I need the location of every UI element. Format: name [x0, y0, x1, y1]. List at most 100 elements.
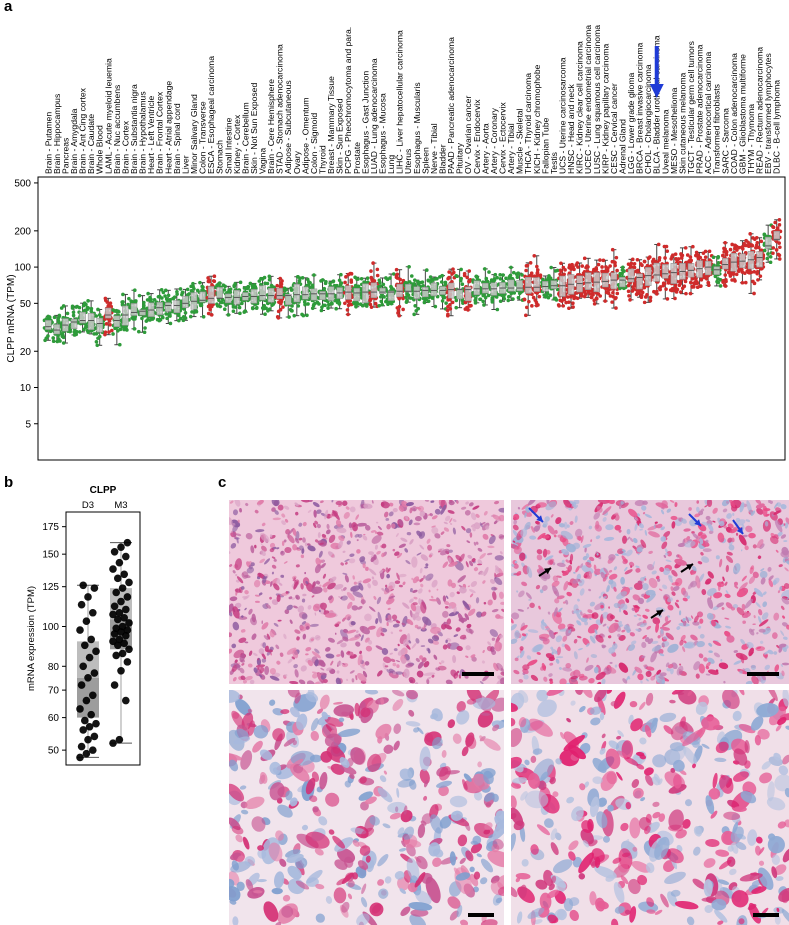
- cell: [305, 626, 310, 630]
- cell: [448, 605, 452, 609]
- data-point: [465, 305, 469, 310]
- data-point: [566, 300, 571, 304]
- cell: [767, 649, 774, 655]
- category-label: Brain - Cere Hemisphere: [266, 79, 276, 174]
- data-point: [468, 278, 473, 282]
- data-point: [603, 299, 607, 303]
- cell: [656, 679, 660, 683]
- cell: [728, 544, 735, 551]
- data-point: [516, 295, 521, 300]
- cell: [408, 519, 413, 526]
- cell: [467, 608, 476, 617]
- cell: [431, 525, 436, 528]
- cell: [376, 550, 381, 555]
- cell: [314, 564, 322, 574]
- cell: [498, 534, 504, 540]
- data-point: [189, 288, 194, 293]
- cell: [364, 661, 370, 666]
- data-point: [648, 295, 653, 300]
- panel-b-title: CLPP: [90, 485, 117, 496]
- box: [379, 287, 386, 295]
- data-point: [409, 274, 414, 278]
- cell: [458, 617, 468, 623]
- data-point: [305, 313, 309, 318]
- cell: [783, 540, 788, 542]
- data-point: [302, 300, 307, 304]
- cell: [751, 675, 759, 684]
- cell: [387, 607, 391, 610]
- cell: [281, 513, 286, 518]
- box: [584, 272, 592, 290]
- cell: [660, 536, 667, 542]
- data-point: [723, 273, 728, 277]
- cell: [336, 639, 344, 645]
- cell: [408, 640, 412, 644]
- cell: [231, 643, 237, 649]
- cell: [557, 534, 563, 539]
- cell: [501, 608, 504, 612]
- category-label: ESCA - Esophageal carcinoma: [206, 56, 216, 174]
- cell: [394, 580, 401, 585]
- category-22: [231, 280, 243, 316]
- cell: [662, 620, 672, 627]
- cell: [235, 573, 238, 577]
- cell: [448, 549, 453, 553]
- cell: [295, 511, 299, 516]
- box: [165, 302, 172, 312]
- cell: [386, 573, 390, 579]
- cell: [625, 549, 633, 557]
- cell: [594, 568, 602, 576]
- cell: [359, 556, 366, 563]
- data-point: [594, 296, 599, 301]
- category-label: Pancreas: [60, 138, 70, 174]
- cell: [688, 507, 692, 511]
- cell: [637, 553, 640, 556]
- cell: [698, 625, 702, 629]
- data-point: [56, 319, 61, 323]
- box: [550, 280, 558, 289]
- cell: [419, 510, 426, 517]
- data-point: [722, 246, 726, 251]
- data-point: [238, 280, 243, 285]
- cell: [274, 510, 279, 515]
- cell: [338, 596, 342, 599]
- cell: [725, 602, 733, 609]
- cell: [630, 565, 633, 568]
- cell: [726, 551, 733, 556]
- cell: [390, 658, 396, 662]
- data-point: [608, 264, 612, 268]
- data-point: [51, 339, 56, 344]
- cell: [338, 503, 343, 507]
- category-76: [694, 250, 706, 290]
- category-label: Stomach: [215, 140, 225, 174]
- data-point: [94, 339, 99, 344]
- cell: [371, 576, 375, 580]
- cell: [229, 500, 234, 504]
- category-70: [642, 255, 654, 305]
- data-point: [482, 303, 486, 307]
- category-label: THCA - Thyroid carcinoma: [523, 73, 533, 174]
- data-point: [86, 299, 90, 303]
- data-point: [329, 301, 334, 305]
- data-point: [377, 278, 382, 283]
- cell: [736, 607, 745, 616]
- cell: [280, 550, 285, 556]
- data-point: [97, 334, 102, 339]
- cell: [772, 577, 780, 585]
- data-point: [164, 312, 168, 316]
- cell: [663, 567, 671, 576]
- data-point: [498, 272, 502, 277]
- data-point: [524, 313, 528, 318]
- data-point: [85, 305, 90, 310]
- cell: [588, 678, 595, 684]
- cell: [300, 554, 305, 559]
- box: [199, 291, 206, 303]
- data-point: [661, 281, 666, 285]
- cell: [663, 554, 667, 558]
- data-point: [722, 283, 727, 287]
- cell: [589, 601, 596, 607]
- cell: [418, 598, 422, 605]
- data-point: [541, 277, 545, 282]
- box: [310, 288, 318, 301]
